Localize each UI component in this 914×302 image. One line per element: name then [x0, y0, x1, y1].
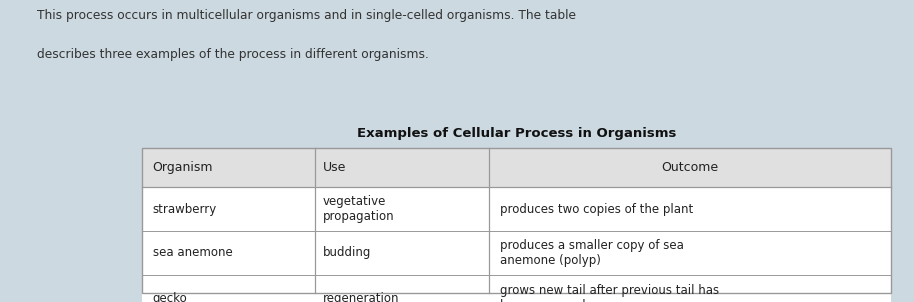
Text: budding: budding: [323, 246, 371, 259]
Text: vegetative
propagation: vegetative propagation: [323, 195, 394, 223]
Text: regeneration: regeneration: [323, 292, 399, 302]
Text: describes three examples of the process in different organisms.: describes three examples of the process …: [37, 48, 429, 61]
Bar: [142, 148, 891, 293]
Text: Organism: Organism: [153, 161, 213, 174]
Text: produces a smaller copy of sea
anemone (polyp): produces a smaller copy of sea anemone (…: [500, 239, 684, 267]
Bar: [142, 275, 891, 302]
Text: This process occurs in multicellular organisms and in single-celled organisms. T: This process occurs in multicellular org…: [37, 9, 576, 22]
Text: sea anemone: sea anemone: [153, 246, 232, 259]
Text: produces two copies of the plant: produces two copies of the plant: [500, 203, 693, 216]
Text: Examples of Cellular Process in Organisms: Examples of Cellular Process in Organism…: [356, 127, 676, 140]
Text: Outcome: Outcome: [662, 161, 718, 174]
Bar: [142, 231, 891, 275]
Text: gecko: gecko: [153, 292, 187, 302]
Bar: [142, 187, 891, 231]
Bar: [142, 148, 891, 187]
Text: Use: Use: [323, 161, 346, 174]
Text: strawberry: strawberry: [153, 203, 217, 216]
Text: grows new tail after previous tail has
been removed: grows new tail after previous tail has b…: [500, 284, 719, 302]
